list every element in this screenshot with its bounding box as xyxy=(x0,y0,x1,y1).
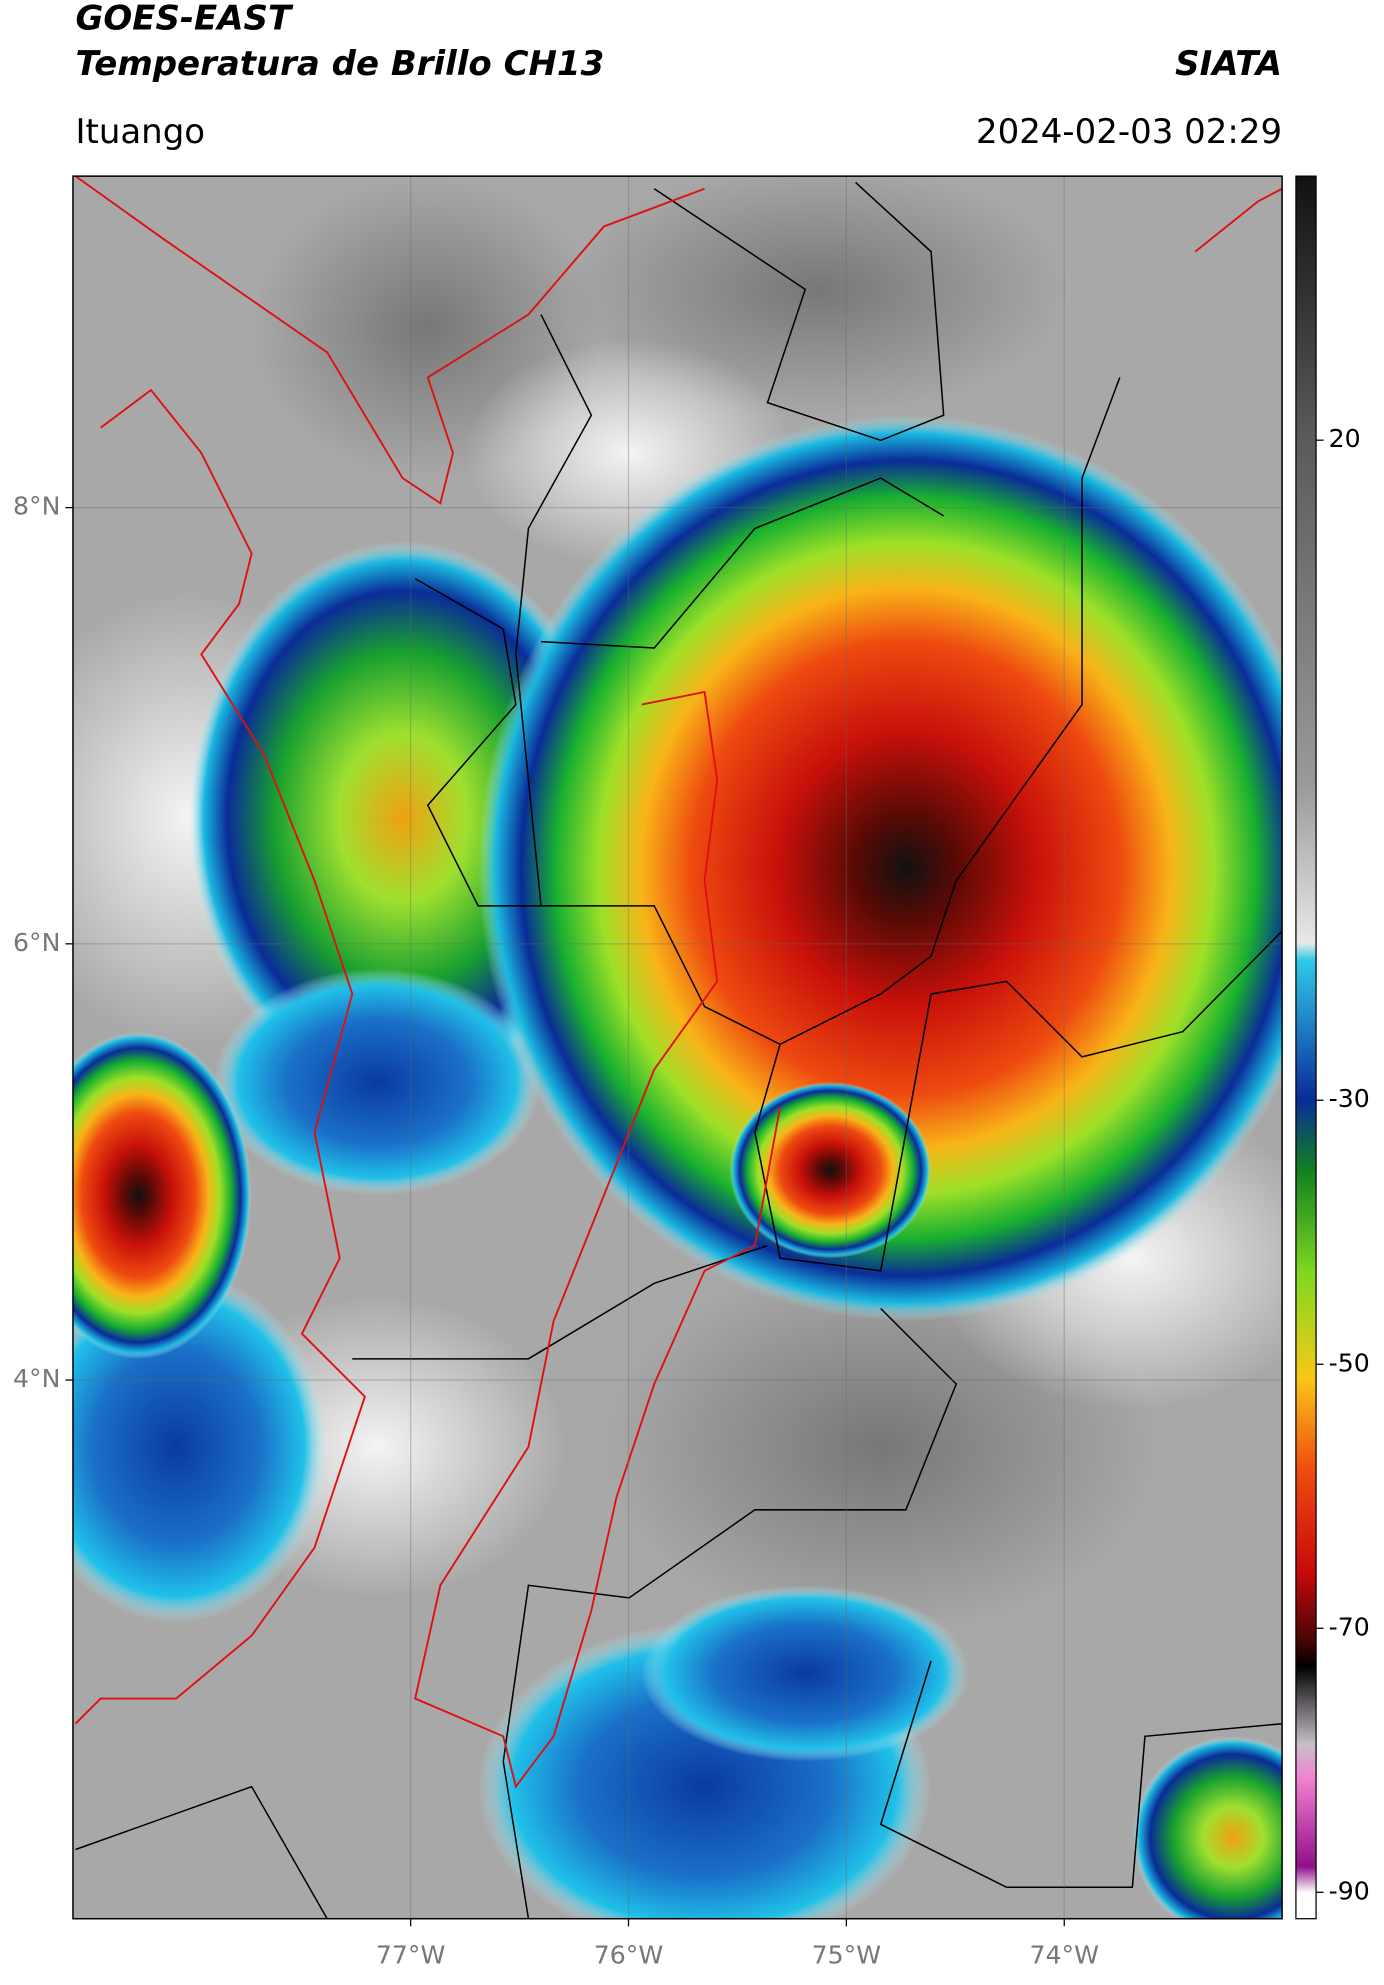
map-imagery xyxy=(72,176,1283,1919)
border xyxy=(754,930,1283,1272)
border xyxy=(653,181,945,442)
border xyxy=(75,1785,328,1919)
border xyxy=(879,1660,1283,1889)
coastline xyxy=(74,176,705,505)
border xyxy=(540,477,945,649)
location: Ituango xyxy=(75,112,205,152)
subtitle: Temperatura de Brillo CH13 xyxy=(75,44,604,84)
colorbar xyxy=(1295,175,1317,1920)
source: SIATA xyxy=(1175,44,1282,84)
colorbar-tick-label: -50 xyxy=(1329,1348,1370,1377)
lon-tick-label: 75°W xyxy=(812,1940,882,1969)
border xyxy=(352,1244,768,1360)
datetime: 2024-02-03 02:29 xyxy=(976,112,1282,152)
lon-tick-label: 76°W xyxy=(594,1940,664,1969)
coast-lines xyxy=(74,176,1283,1789)
lat-tick-label: 8°N xyxy=(13,492,60,521)
storm xyxy=(72,1031,252,1359)
lat-tick-label: 6°N xyxy=(13,928,60,957)
graticule xyxy=(65,176,1283,1927)
coastline xyxy=(74,388,366,1725)
storm xyxy=(478,415,1283,1321)
border xyxy=(414,578,542,907)
cloud xyxy=(72,1270,328,1623)
borders xyxy=(75,181,1283,1919)
colorbar-tick-label: -70 xyxy=(1329,1612,1370,1641)
border xyxy=(515,314,1121,1046)
cloud xyxy=(1132,1736,1283,1919)
lat-tick-label: 4°N xyxy=(13,1364,60,1393)
coastline xyxy=(1194,187,1283,253)
map-frame xyxy=(72,175,1283,1920)
coastline xyxy=(414,690,782,1789)
lon-tick-label: 74°W xyxy=(1029,1940,1099,1969)
lon-tick-label: 77°W xyxy=(376,1940,446,1969)
border xyxy=(502,1307,958,1919)
colorbar-tick-label: -30 xyxy=(1329,1084,1370,1113)
cloud xyxy=(213,968,542,1196)
colorbar-tick-label: 20 xyxy=(1329,424,1361,453)
title: GOES-EAST xyxy=(75,0,293,39)
cloud xyxy=(641,1585,969,1762)
storm xyxy=(729,1082,932,1259)
colorbar-tick-label: -90 xyxy=(1329,1876,1370,1905)
